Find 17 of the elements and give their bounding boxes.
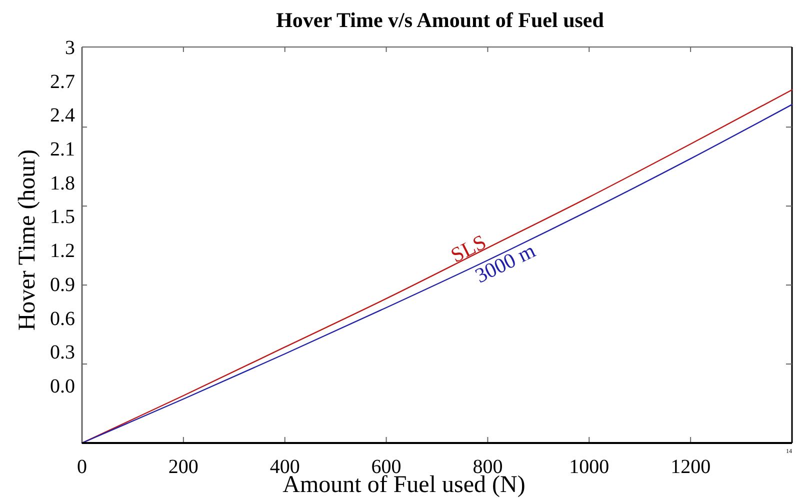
y-tick-label: 0.9 xyxy=(50,274,75,296)
y-tick-label: 0.0 xyxy=(50,375,75,398)
chart-title: Hover Time v/s Amount of Fuel used xyxy=(276,8,604,32)
y-tick-label: 2.1 xyxy=(50,138,75,161)
y-tick-label: 1.5 xyxy=(50,206,75,228)
y-tick-label: 3 xyxy=(65,37,75,59)
y-tick-label: 1.2 xyxy=(50,240,75,262)
y-tick-label: 2.4 xyxy=(50,104,75,127)
x-tick-label: 1200 xyxy=(670,456,711,478)
y-axis-title: Hover Time (hour) xyxy=(14,149,40,331)
y-tick-label: 0.6 xyxy=(50,308,75,330)
x-tick-label: 1000 xyxy=(569,456,610,478)
y-tick-label: 2.7 xyxy=(50,70,75,93)
y-tick-label: 0.3 xyxy=(50,342,75,364)
y-tick-label: 1.8 xyxy=(50,172,75,194)
x-tick-label: 0 xyxy=(77,456,87,478)
x-tick-label: 200 xyxy=(168,456,198,478)
